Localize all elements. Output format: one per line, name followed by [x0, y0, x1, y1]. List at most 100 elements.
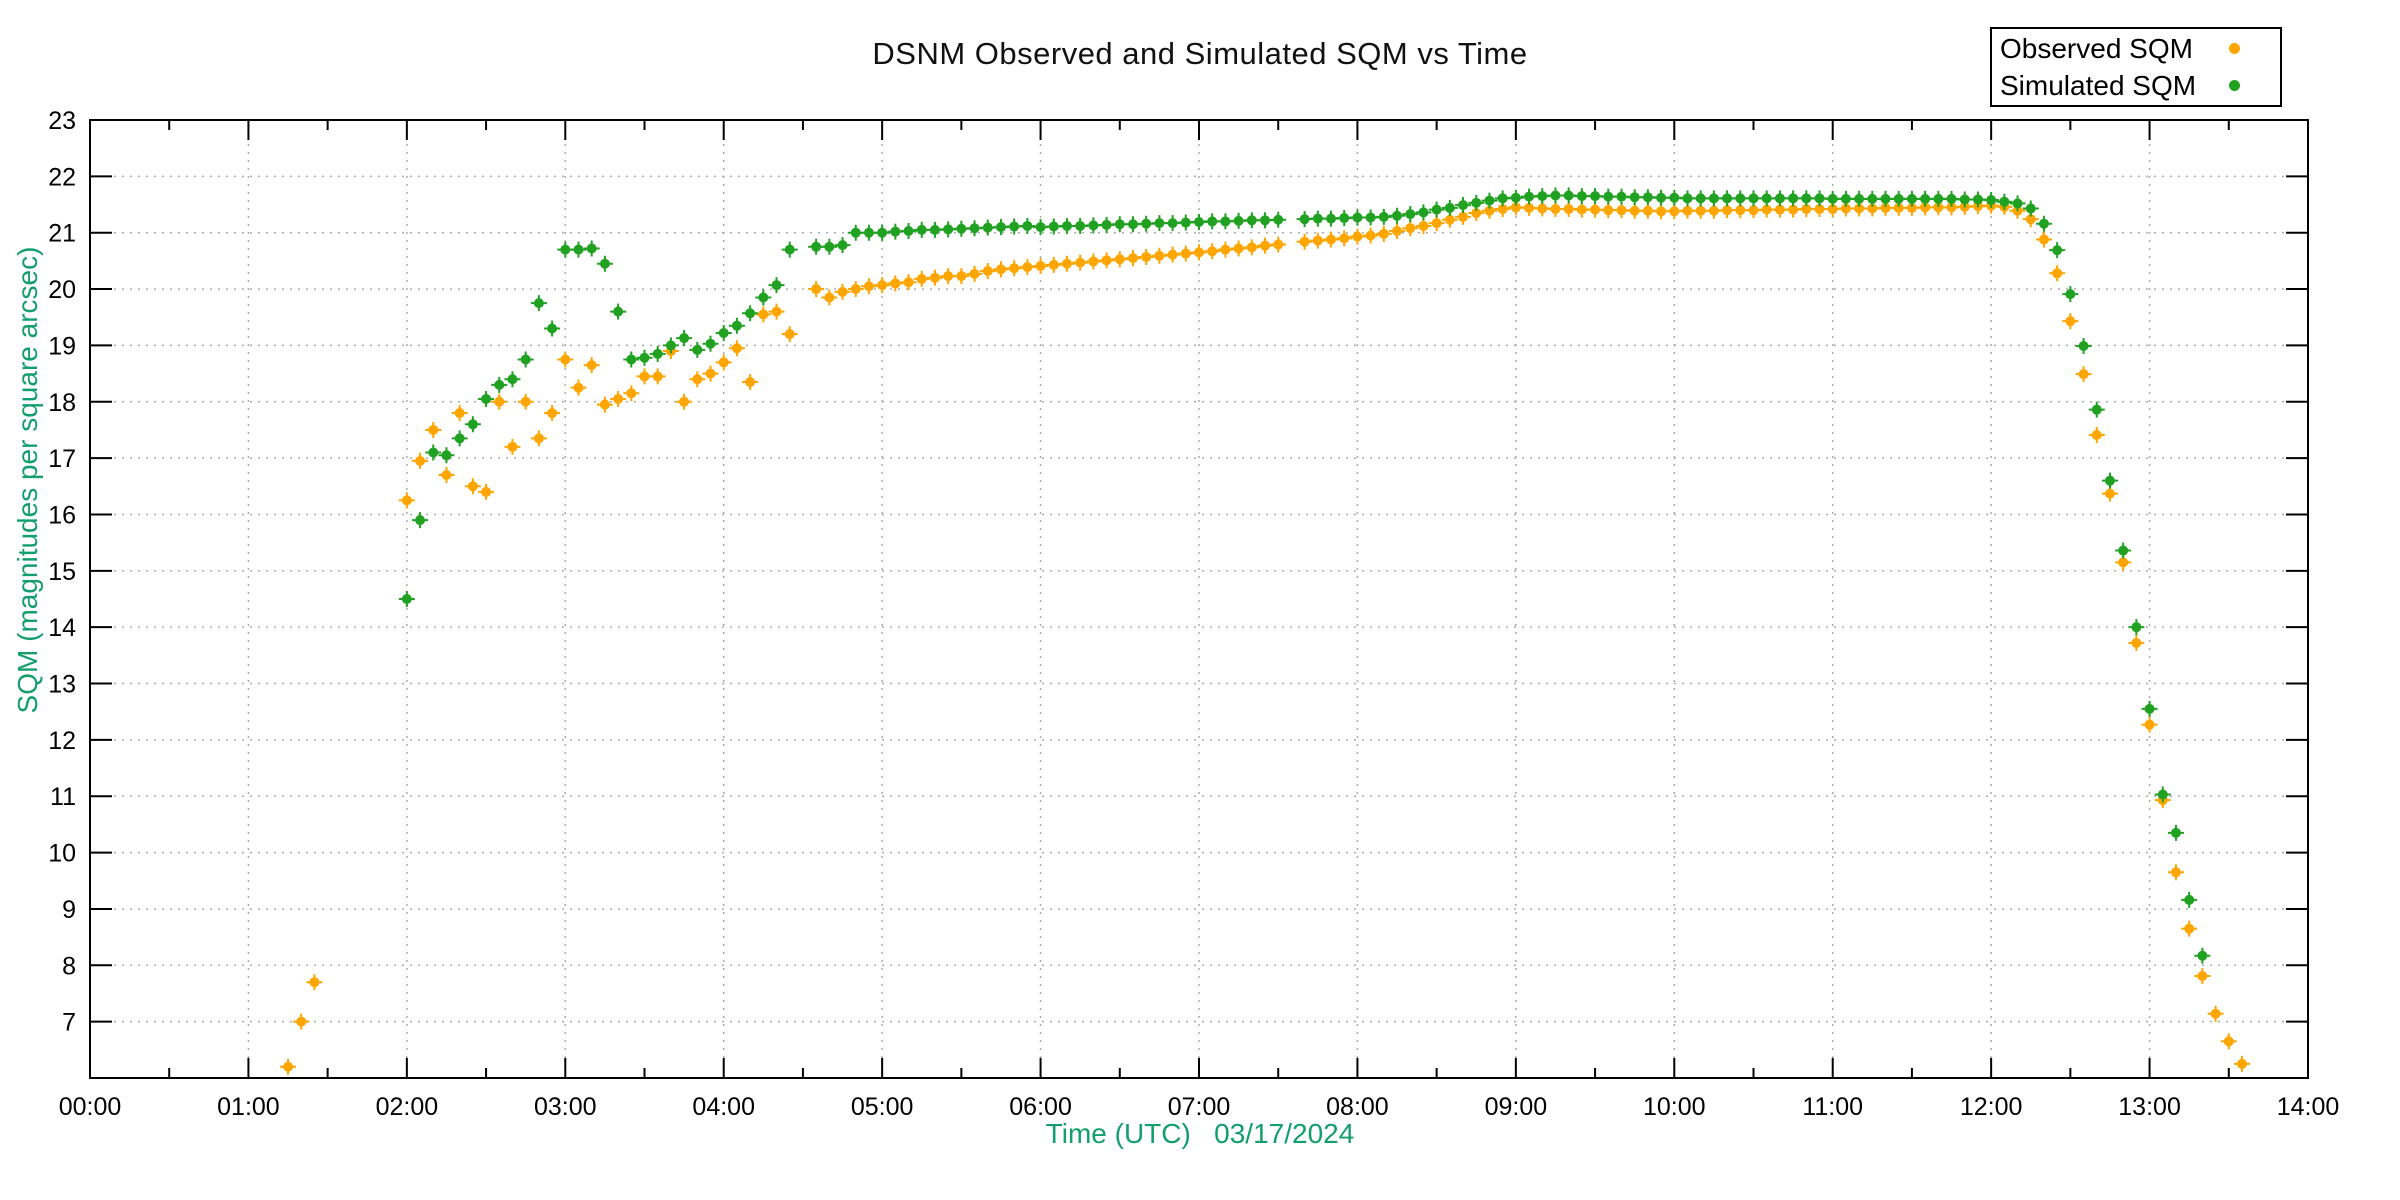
data-point-observed	[2184, 923, 2195, 934]
data-point-simulated	[956, 223, 967, 234]
data-point-observed	[1748, 205, 1759, 216]
data-point-simulated	[758, 292, 769, 303]
data-point-observed	[1141, 251, 1152, 262]
data-point-simulated	[1959, 194, 1970, 205]
data-point-observed	[2118, 557, 2129, 568]
data-point-simulated	[1893, 193, 1904, 204]
data-point-simulated	[1972, 194, 1983, 205]
data-point-observed	[454, 408, 465, 419]
data-point-observed	[2091, 430, 2102, 441]
data-point-simulated	[415, 515, 426, 526]
data-point-observed	[850, 284, 861, 295]
x-tick-label: 14:00	[2277, 1093, 2340, 1121]
data-point-simulated	[2038, 218, 2049, 229]
data-point-simulated	[1127, 219, 1138, 230]
data-point-simulated	[573, 244, 584, 255]
data-point-observed	[982, 266, 993, 277]
data-point-observed	[494, 396, 505, 407]
data-point-observed	[1827, 204, 1838, 215]
data-point-observed	[1220, 244, 1231, 255]
data-point-simulated	[599, 258, 610, 269]
data-point-simulated	[1207, 216, 1218, 227]
data-point-simulated	[1801, 193, 1812, 204]
data-point-observed	[1774, 204, 1785, 215]
data-point-simulated	[1022, 220, 1033, 231]
data-point-observed	[533, 433, 544, 444]
data-point-observed	[692, 374, 703, 385]
x-tick-label: 02:00	[376, 1093, 439, 1121]
data-point-simulated	[665, 340, 676, 351]
data-point-observed	[1550, 204, 1561, 215]
data-point-observed	[586, 360, 597, 371]
y-axis-title: SQM (magnitudes per square arcsec)	[12, 246, 43, 714]
data-point-simulated	[1061, 220, 1072, 231]
data-point-observed	[1312, 235, 1323, 246]
data-point-observed	[2236, 1058, 2247, 1069]
data-point-observed	[1854, 203, 1865, 214]
legend-label-observed: Observed SQM	[2000, 32, 2193, 64]
data-point-simulated	[1444, 202, 1455, 213]
data-point-observed	[599, 399, 610, 410]
data-point-observed	[2052, 268, 2063, 279]
data-point-simulated	[1299, 214, 1310, 225]
data-point-simulated	[1616, 191, 1627, 202]
data-point-observed	[1642, 205, 1653, 216]
data-point-simulated	[1563, 190, 1574, 201]
data-point-observed	[1088, 256, 1099, 267]
data-point-simulated	[1933, 193, 1944, 204]
y-tick-label: 9	[62, 896, 76, 924]
data-point-observed	[1603, 205, 1614, 216]
data-point-simulated	[2052, 245, 2063, 256]
data-point-simulated	[1920, 193, 1931, 204]
data-point-simulated	[652, 348, 663, 359]
data-point-observed	[995, 264, 1006, 275]
data-point-simulated	[1048, 221, 1059, 232]
data-point-observed	[1352, 231, 1363, 242]
data-point-observed	[1788, 204, 1799, 215]
data-point-simulated	[1722, 193, 1733, 204]
data-point-observed	[428, 424, 439, 435]
data-point-observed	[2144, 719, 2155, 730]
y-tick-label: 19	[48, 332, 76, 360]
data-point-simulated	[2184, 894, 2195, 905]
data-point-simulated	[903, 226, 914, 237]
data-point-observed	[296, 1016, 307, 1027]
data-point-simulated	[1471, 197, 1482, 208]
data-point-observed	[1233, 243, 1244, 254]
x-tick-label: 08:00	[1326, 1093, 1389, 1121]
data-point-simulated	[533, 298, 544, 309]
data-point-observed	[613, 393, 624, 404]
data-point-observed	[731, 343, 742, 354]
data-point-observed	[1695, 205, 1706, 216]
data-point-simulated	[731, 320, 742, 331]
data-point-observed	[1365, 230, 1376, 241]
data-point-observed	[401, 495, 412, 506]
data-point-simulated	[2012, 198, 2023, 209]
y-tick-label: 17	[48, 445, 76, 473]
data-point-observed	[1035, 260, 1046, 271]
data-point-simulated	[2131, 622, 2142, 633]
data-point-simulated	[2025, 203, 2036, 214]
data-point-simulated	[586, 243, 597, 254]
data-point-observed	[1444, 214, 1455, 225]
data-point-observed	[877, 280, 888, 291]
data-point-simulated	[837, 240, 848, 251]
data-point-simulated	[1431, 204, 1442, 215]
y-tick-label: 16	[48, 501, 76, 529]
data-point-simulated	[2091, 404, 2102, 415]
data-point-simulated	[401, 594, 412, 604]
data-point-simulated	[1576, 191, 1587, 202]
x-tick-label: 09:00	[1485, 1093, 1548, 1121]
data-point-simulated	[1642, 192, 1653, 203]
data-point-observed	[626, 388, 637, 399]
data-point-observed	[1101, 255, 1112, 266]
data-point-observed	[1722, 205, 1733, 216]
data-point-observed	[1933, 202, 1944, 213]
data-point-observed	[718, 357, 729, 368]
y-tick-label: 13	[48, 671, 76, 699]
data-point-observed	[1484, 205, 1495, 216]
data-point-observed	[1920, 202, 1931, 213]
data-point-observed	[1180, 248, 1191, 259]
data-point-simulated	[943, 224, 954, 235]
